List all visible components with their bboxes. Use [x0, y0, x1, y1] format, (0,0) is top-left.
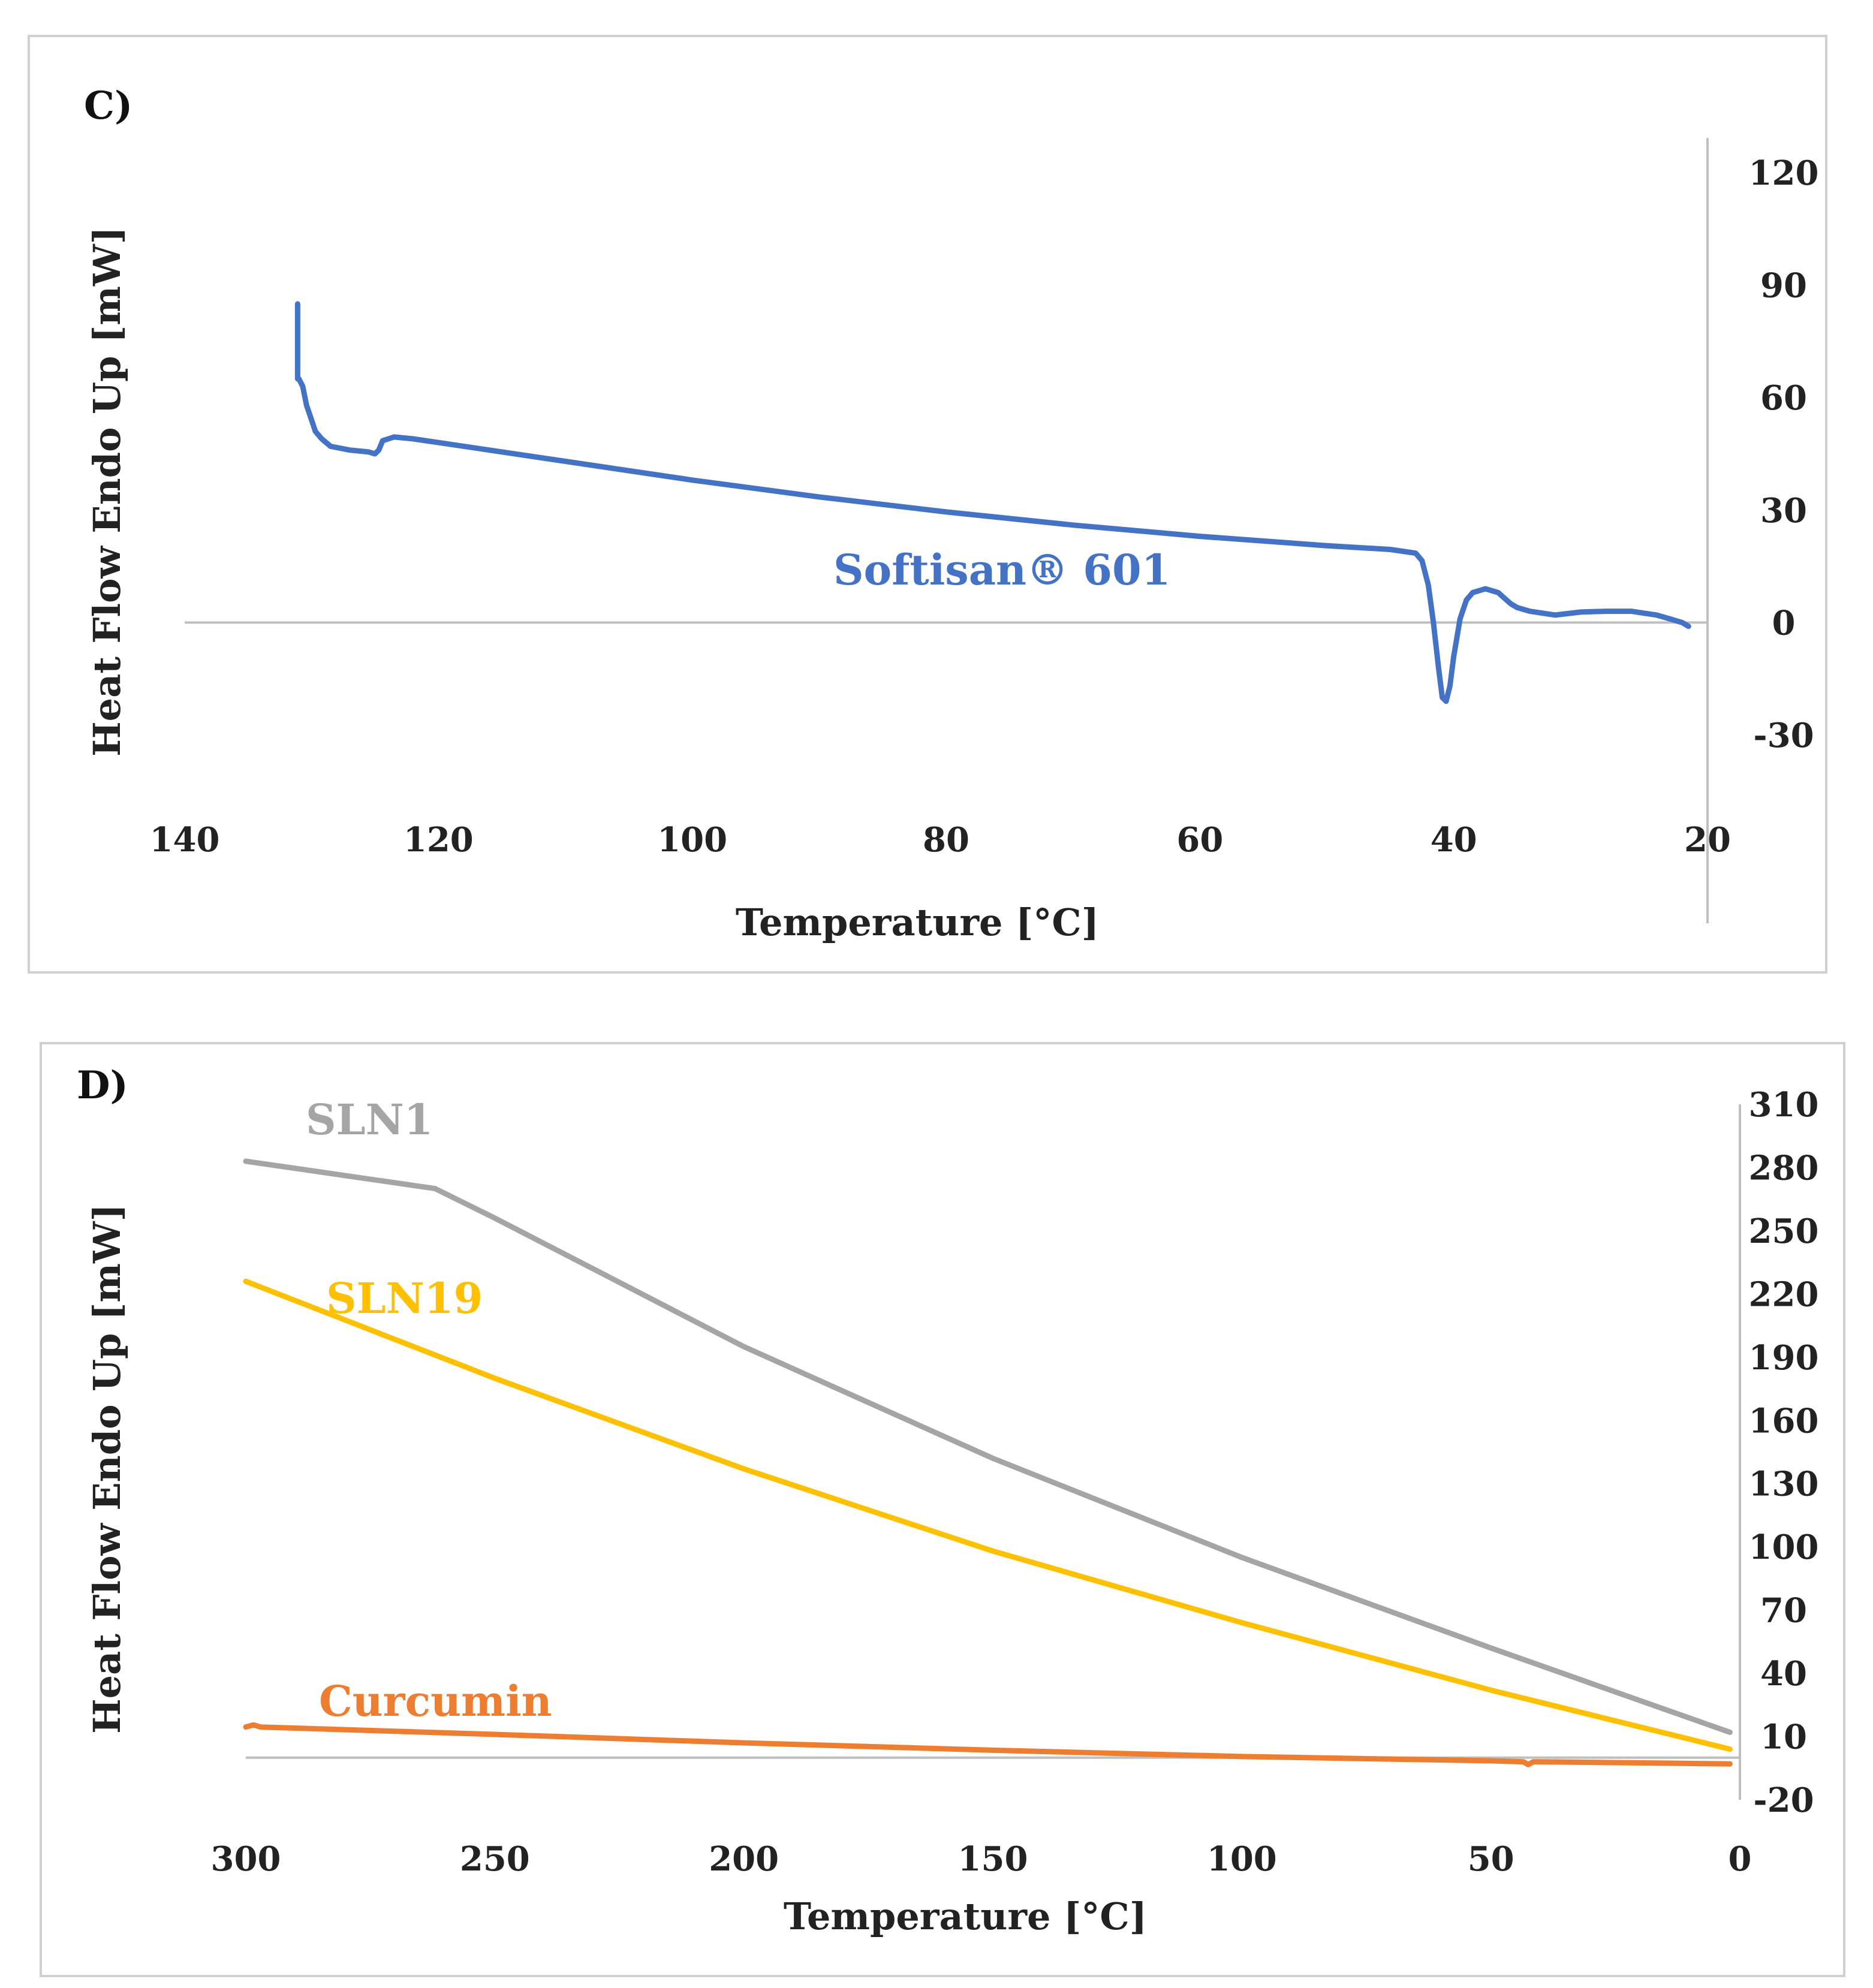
- panel-c-x-tick-label: 20: [1684, 820, 1731, 860]
- panel-c-x-tick-label: 60: [1176, 820, 1223, 860]
- panel-d-y-axis-title: Heat Flow Endo Up [mW]: [85, 1204, 129, 1734]
- panel-d-y-tick-label: -20: [1753, 1781, 1814, 1820]
- panel-c-series-label-softisan-601: Softisan® 601: [833, 545, 1170, 595]
- panel-c-x-axis-title: Temperature [°C]: [736, 900, 1099, 944]
- panel-c-x-tick-label: 120: [403, 820, 474, 860]
- panel-d-series-label-sln1: SLN1: [306, 1095, 433, 1144]
- panel-d-y-tick-label: 250: [1749, 1212, 1819, 1251]
- panel-d-series-label-sln19: SLN19: [326, 1273, 483, 1323]
- panel-d-y-tick-label: 10: [1760, 1718, 1807, 1757]
- panel-d-series-label-curcumin: Curcumin: [319, 1676, 552, 1726]
- panel-c-y-tick-label: -30: [1753, 716, 1814, 755]
- panel-d-y-tick-label: 130: [1749, 1465, 1819, 1504]
- panel-d-label: D): [77, 1063, 128, 1108]
- panel-d-y-tick-label: 40: [1760, 1654, 1807, 1694]
- panel-d-y-tick-label: 160: [1749, 1401, 1819, 1441]
- panel-d-y-tick-label: 70: [1760, 1591, 1807, 1631]
- panel-c-y-tick-label: 60: [1760, 378, 1807, 418]
- panel-d-chart: D) 300 250 200 150 100 50 0 310 280 250 220 190 160…: [40, 1042, 1845, 1977]
- panel-d-y-tick-label: 190: [1749, 1338, 1819, 1378]
- panel-d-frame: [40, 1042, 1845, 1977]
- panel-d-x-tick-label: 0: [1729, 1839, 1752, 1879]
- panel-d-x-tick-label: 150: [958, 1839, 1028, 1879]
- panel-c-frame: [28, 35, 1827, 974]
- panel-c-y-tick-label: 90: [1760, 266, 1807, 306]
- panel-c-series-line-softisan-601: [294, 301, 1691, 704]
- panel-d-y-tick-label: 280: [1749, 1148, 1819, 1188]
- panel-c-x-tick-label: 100: [657, 820, 727, 860]
- panel-d-y-tick-label: 100: [1749, 1528, 1819, 1567]
- panel-c-y-tick-label: 0: [1772, 603, 1796, 643]
- panel-d-y-tick-label: 310: [1749, 1085, 1819, 1125]
- panel-c-y-axis-title: Heat Flow Endo Up [mW]: [85, 227, 129, 757]
- panel-c-y-tick-label: 120: [1749, 153, 1819, 193]
- panel-d-x-tick-label: 300: [211, 1839, 281, 1879]
- panel-d-y-tick-label: 220: [1749, 1275, 1819, 1314]
- panel-c-chart: C) 140 120 100 80 60 40 20 120 90 60 30 0 -30 Tempe…: [28, 35, 1827, 974]
- panel-d-x-tick-label: 250: [460, 1839, 530, 1879]
- panel-c-x-tick-label: 40: [1431, 820, 1477, 860]
- panel-c-y-tick-label: 30: [1760, 491, 1807, 531]
- panel-d-series-line-sln1: [243, 1158, 1733, 1735]
- panel-c-x-tick-label: 80: [923, 820, 969, 860]
- panel-d-x-axis-title: Temperature [°C]: [784, 1894, 1147, 1938]
- panel-c-label: C): [84, 83, 133, 128]
- panel-d-x-tick-label: 200: [709, 1839, 779, 1879]
- panel-d-series-line-curcumin: [243, 1722, 1733, 1767]
- panel-c-x-tick-label: 140: [150, 820, 220, 860]
- panel-d-x-tick-label: 50: [1468, 1839, 1514, 1879]
- panel-d-series-line-sln19: [243, 1278, 1733, 1752]
- panel-d-x-tick-label: 100: [1207, 1839, 1277, 1879]
